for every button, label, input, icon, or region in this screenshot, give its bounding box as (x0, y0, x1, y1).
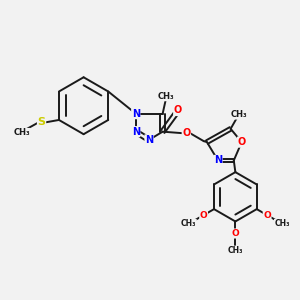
Text: CH₃: CH₃ (181, 219, 196, 228)
Text: O: O (174, 106, 182, 116)
Text: CH₃: CH₃ (230, 110, 247, 119)
Text: O: O (263, 211, 271, 220)
Text: CH₃: CH₃ (158, 92, 174, 101)
Text: S: S (38, 118, 46, 128)
Text: N: N (132, 109, 140, 118)
Text: N: N (132, 127, 140, 137)
Text: CH₃: CH₃ (228, 246, 243, 255)
Text: O: O (182, 128, 190, 138)
Text: N: N (214, 155, 222, 165)
Text: CH₃: CH₃ (274, 219, 290, 228)
Text: O: O (238, 137, 246, 147)
Text: CH₃: CH₃ (14, 128, 30, 137)
Text: N: N (145, 135, 153, 145)
Text: O: O (200, 211, 208, 220)
Text: O: O (232, 229, 239, 238)
